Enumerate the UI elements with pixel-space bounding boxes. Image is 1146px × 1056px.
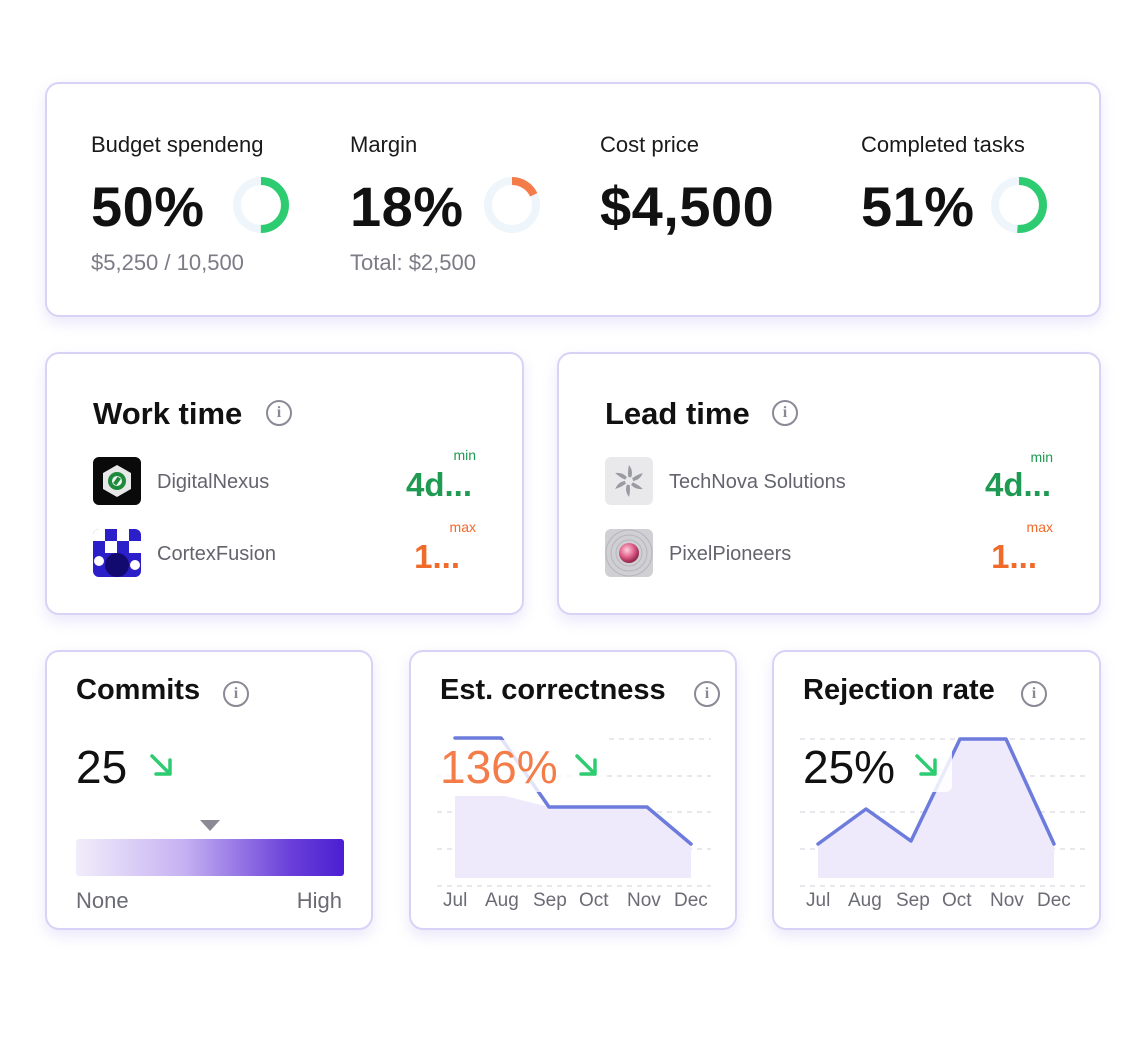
row-name: TechNova Solutions	[669, 471, 846, 493]
month-label: Nov	[627, 890, 661, 911]
month-label: Sep	[533, 890, 567, 911]
correctness-value: 136%	[440, 741, 558, 793]
intensity-scale-bar	[76, 839, 344, 876]
correctness-info-icon[interactable]: i	[694, 681, 720, 707]
max-value: 1...	[414, 538, 460, 575]
scale-high-label: High	[296, 888, 342, 913]
work-time-title: Work time	[93, 396, 243, 431]
lead-time-title: Lead time	[605, 396, 750, 431]
rejection-value: 25%	[803, 741, 896, 793]
kpi-completed-label: Completed tasks	[861, 132, 1025, 157]
month-label: Oct	[942, 890, 972, 911]
max-tag: max	[1026, 519, 1053, 535]
month-label: Sep	[896, 890, 930, 911]
rejection-info-icon[interactable]: i	[1021, 681, 1047, 707]
kpi-margin-value: 18%	[350, 175, 464, 238]
margin-donut	[484, 177, 540, 233]
kpi-card: Budget spendeng 50% $5,250 / 10,500 Marg…	[45, 82, 1101, 317]
rejection-title: Rejection rate	[803, 674, 995, 706]
kpi-cost-label: Cost price	[600, 132, 700, 157]
commits-info-icon[interactable]: i	[223, 681, 249, 707]
commits-value: 25	[76, 741, 128, 793]
trend-down-icon	[915, 754, 937, 776]
rejection-card: Rejection rate i 25% Jul Aug Sep Oct Nov…	[772, 650, 1101, 930]
budget-donut	[233, 177, 289, 233]
month-label: Jul	[806, 890, 831, 911]
rejection-chart	[800, 737, 1086, 887]
scale-marker-icon	[200, 820, 220, 831]
row-name: CortexFusion	[157, 543, 276, 565]
row-name: PixelPioneers	[669, 543, 792, 565]
correctness-card: Est. correctness i 136% Jul Aug Sep Oct …	[409, 650, 737, 930]
commits-title: Commits	[76, 674, 201, 706]
pixelpioneers-logo-icon	[605, 529, 653, 577]
month-label: Jul	[443, 890, 468, 911]
work-time-info-icon[interactable]: i	[266, 400, 292, 426]
correctness-title: Est. correctness	[440, 674, 666, 706]
month-label: Dec	[674, 890, 708, 911]
row-name: DigitalNexus	[157, 471, 270, 493]
month-label: Aug	[485, 890, 519, 911]
kpi-completed-value: 51%	[861, 175, 975, 238]
digitalnexus-logo-icon	[93, 457, 141, 505]
month-label: Dec	[1037, 890, 1071, 911]
trend-down-icon	[150, 754, 172, 776]
cortexfusion-logo-icon	[93, 529, 141, 577]
kpi-budget-value: 50%	[91, 175, 205, 238]
month-label: Aug	[848, 890, 882, 911]
scale-low-label: None	[76, 888, 129, 913]
lead-time-card: Lead time i TechNova Solutions min 4d...	[557, 352, 1101, 615]
kpi-budget-sub: $5,250 / 10,500	[91, 250, 244, 275]
kpi-cost-value: $4,500	[600, 175, 775, 238]
min-tag: min	[453, 447, 476, 463]
trend-down-icon	[575, 754, 597, 776]
max-value: 1...	[991, 538, 1037, 575]
min-value: 4d...	[984, 466, 1051, 503]
lead-time-info-icon[interactable]: i	[772, 400, 798, 426]
completed-donut	[991, 177, 1047, 233]
min-value: 4d...	[405, 466, 472, 503]
work-time-card: Work time i DigitalNexus min 4d... Corte…	[45, 352, 524, 615]
technova-logo-icon	[605, 457, 653, 505]
month-label: Oct	[579, 890, 609, 911]
min-tag: min	[1030, 449, 1053, 465]
kpi-margin-label: Margin	[350, 132, 418, 157]
max-tag: max	[449, 519, 476, 535]
kpi-budget-label: Budget spendeng	[91, 132, 264, 157]
kpi-margin-sub: Total: $2,500	[350, 250, 476, 275]
correctness-chart	[437, 736, 711, 887]
month-label: Nov	[990, 890, 1024, 911]
commits-card: Commits i 25 None High	[45, 650, 373, 930]
